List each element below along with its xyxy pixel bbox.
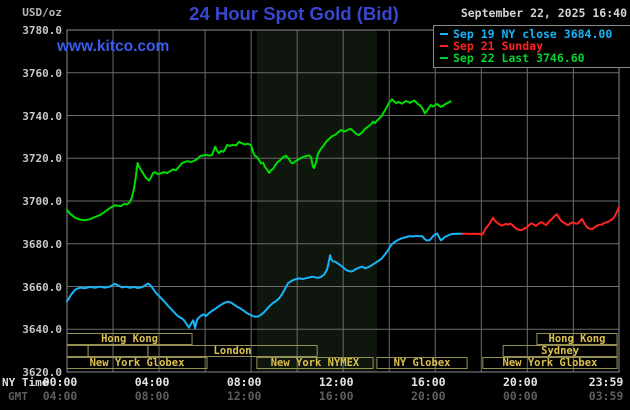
x-axis-ny-tick-label: 04:00 bbox=[134, 375, 170, 389]
x-axis-ny-tick-label: 00:00 bbox=[42, 375, 78, 389]
kitco-watermark-link[interactable]: www.kitco.com bbox=[57, 38, 170, 55]
session-box bbox=[536, 333, 618, 345]
cyan-line-swatch-icon bbox=[440, 32, 448, 35]
x-axis-gmt-tick-label: 12:00 bbox=[226, 389, 262, 403]
y-axis-tick-label: 3740.0 bbox=[22, 109, 62, 123]
x-axis-ny-tick-label: 23:59 bbox=[588, 375, 624, 389]
y-axis-tick-label: 3620.0 bbox=[22, 366, 62, 379]
session-label: London bbox=[214, 345, 252, 357]
x-axis-gmt-label: GMT bbox=[8, 390, 28, 403]
x-axis-gmt-tick-label: 16:00 bbox=[318, 389, 354, 403]
legend-item-sep21: Sep 21 Sunday bbox=[440, 40, 630, 52]
x-axis-gmt-tick-label: 00:00 bbox=[503, 389, 538, 403]
x-axis-ny-time-label: NY Time bbox=[2, 376, 49, 389]
chart-legend: Sep 19 NY close 3684.00 Sep 21 Sunday Se… bbox=[433, 25, 630, 68]
page-title: 24 Hour Spot Gold (Bid) bbox=[189, 3, 399, 24]
x-axis-gmt-tick-label: 04:00 bbox=[42, 389, 78, 403]
x-axis-ny-tick-label: 08:00 bbox=[226, 375, 262, 389]
x-axis-gmt-tick-label: 20:00 bbox=[410, 389, 446, 403]
session-box bbox=[87, 345, 149, 357]
session-box bbox=[502, 345, 618, 357]
session-box bbox=[376, 357, 468, 369]
y-axis-tick-label: 3700.0 bbox=[22, 195, 62, 208]
legend-item-sep22: Sep 22 Last 3746.60 bbox=[440, 52, 630, 65]
series-line-sep-19-ny-close bbox=[66, 232, 464, 329]
green-line-swatch-icon bbox=[440, 56, 448, 59]
session-label: New York Globex bbox=[503, 357, 599, 369]
session-label: Hong Kong bbox=[101, 333, 158, 345]
x-axis-gmt-tick-label: 08:00 bbox=[134, 389, 170, 403]
session-label: Hong Kong bbox=[549, 333, 606, 345]
session-box bbox=[66, 345, 89, 357]
session-label: New York Globex bbox=[90, 357, 186, 369]
session-box bbox=[482, 357, 618, 369]
x-axis-ny-tick-label: 20:00 bbox=[503, 375, 538, 389]
y-axis-tick-label: 3640.0 bbox=[22, 323, 62, 337]
legend-item-sep19: Sep 19 NY close 3684.00 bbox=[440, 28, 630, 40]
y-axis-tick-label: 3720.0 bbox=[22, 152, 62, 166]
session-box bbox=[256, 357, 374, 369]
chart-datetime: September 22, 2025 16:40 bbox=[460, 6, 627, 20]
series-line-sep-22-last bbox=[66, 98, 452, 222]
y-axis-unit-label: USD/oz bbox=[22, 6, 62, 19]
session-label: Sydney bbox=[541, 345, 580, 357]
session-label: New York NYMEX bbox=[271, 357, 360, 369]
series-line-sep-21-sunday bbox=[461, 206, 620, 236]
y-axis-tick-label: 3780.0 bbox=[22, 24, 62, 37]
y-axis-tick-label: 3680.0 bbox=[22, 237, 62, 251]
plot-frame bbox=[66, 29, 620, 373]
x-axis-ny-tick-label: 12:00 bbox=[318, 375, 354, 389]
session-label: NY Globex bbox=[394, 357, 452, 369]
x-axis-gmt-tick-label: 03:59 bbox=[588, 389, 624, 403]
y-axis-tick-label: 3760.0 bbox=[22, 66, 62, 80]
red-line-swatch-icon bbox=[440, 44, 448, 47]
session-box bbox=[147, 345, 318, 357]
x-axis-ny-tick-label: 16:00 bbox=[410, 375, 446, 389]
y-axis-tick-label: 3660.0 bbox=[22, 280, 62, 294]
